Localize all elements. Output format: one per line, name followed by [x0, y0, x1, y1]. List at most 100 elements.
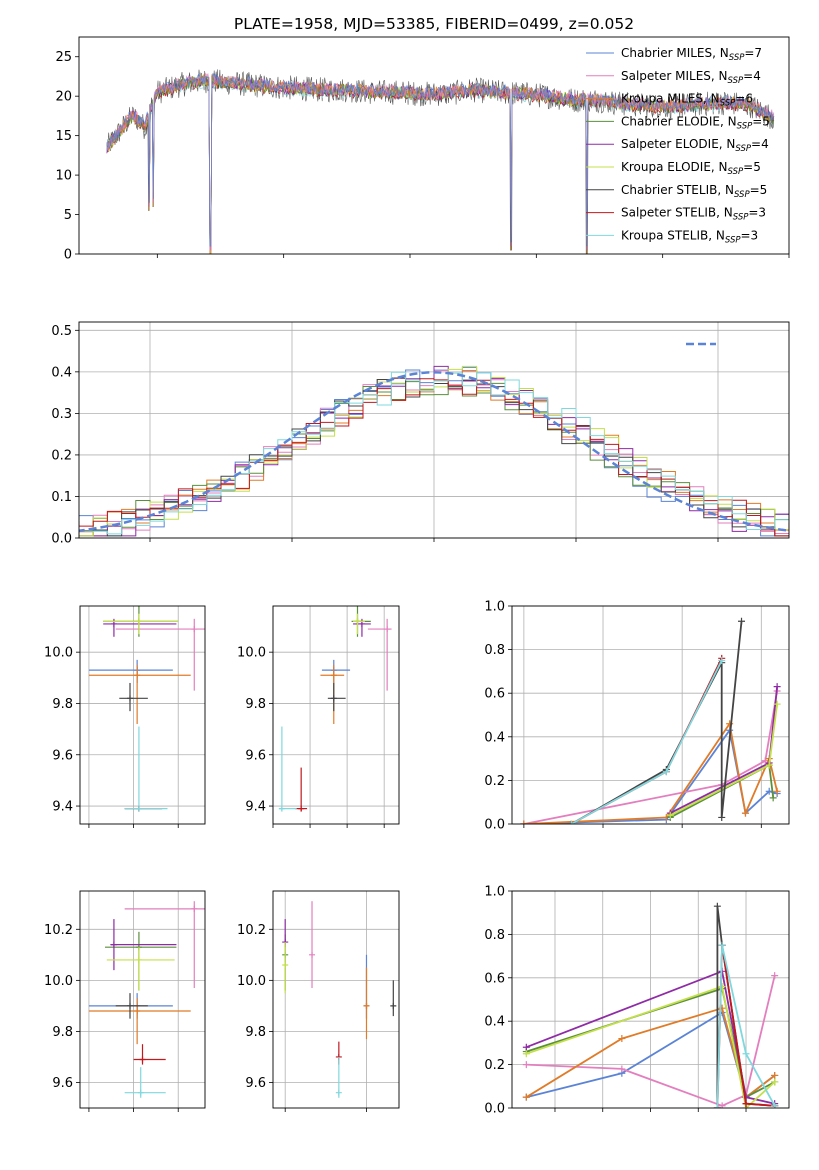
y-tick-label: 1.0 [484, 885, 505, 900]
weight-point-marker [718, 657, 726, 664]
y-tick-label: 0.4 [484, 730, 505, 745]
y-tick-label: 10.2 [237, 923, 266, 938]
weight-point-marker [718, 982, 726, 990]
y-tick-label: 9.6 [52, 1076, 73, 1091]
weight-point-marker [771, 972, 779, 980]
legend-count: =4 [743, 69, 761, 83]
legend-count: =5 [752, 114, 770, 128]
y-tick-label: 9.8 [245, 1025, 266, 1040]
weight-point-marker [718, 813, 726, 821]
errorbars [88, 901, 205, 1098]
y-tick-label: 9.8 [52, 1025, 73, 1040]
age-mass-panel: 9.4 9.6 9.8 10.0 [237, 605, 400, 828]
normal-curve [79, 371, 789, 532]
y-tick-label: 0.8 [484, 643, 505, 658]
legend-subscript: SSP [729, 53, 745, 63]
y-tick-label: 9.4 [52, 800, 73, 815]
legend-count: =7 [744, 46, 762, 60]
weight-point-marker [741, 809, 749, 817]
y-tick-label: 25 [55, 50, 72, 65]
weight-point-marker [713, 902, 721, 910]
data-point-marker [191, 905, 198, 912]
legend-label: Kroupa STELIB, NSSP=3 [621, 228, 758, 245]
weight-point-marker [771, 1078, 779, 1086]
y-tick-label: 10.0 [237, 974, 266, 989]
legend-text: Salpeter MILES, N [621, 69, 728, 83]
data-point-marker [135, 805, 142, 812]
weight-series-line [523, 721, 778, 824]
data-point-marker [127, 1002, 133, 1009]
legend-label: Kroupa MILES, NSSP=6 [621, 92, 753, 109]
weight-point-marker [522, 1061, 530, 1069]
figure-title: PLATE=1958, MJD=53385, FIBERID=0499, z=0… [234, 15, 634, 33]
data-point-marker [135, 618, 142, 625]
legend-subscript: SSP [720, 99, 736, 109]
legend-label: Chabrier ELODIE, NSSP=5 [621, 114, 770, 131]
legend-text: Chabrier STELIB, N [621, 183, 734, 197]
legend-label: Chabrier MILES, NSSP=7 [621, 46, 762, 63]
axes-frame [511, 605, 790, 825]
data-point-marker [139, 1056, 146, 1063]
errorbars [278, 606, 392, 812]
data-point-marker [390, 1002, 397, 1009]
y-tick-label: 0.8 [484, 928, 505, 943]
weight-point-marker [773, 683, 781, 691]
legend-subscript: SSP [733, 213, 749, 223]
weight-point-marker [666, 811, 674, 819]
weight-point-marker [567, 820, 575, 824]
weight-series-line [523, 690, 778, 824]
axes-frame [79, 605, 206, 825]
weight-point-marker [520, 820, 528, 824]
y-tick-label: 9.6 [245, 1076, 266, 1091]
legend-label: Chabrier STELIB, NSSP=5 [621, 183, 767, 200]
weight-point-marker [771, 1071, 779, 1079]
y-tick-label: 9.4 [245, 800, 266, 815]
data-point-marker [110, 941, 117, 948]
axes-frame [78, 321, 790, 539]
weight-point-marker [738, 617, 746, 625]
weight-lines [520, 617, 781, 824]
legend-label: Salpeter ELODIE, NSSP=4 [621, 137, 769, 154]
legend-count: =4 [751, 137, 769, 151]
spectrum-lines [106, 69, 775, 254]
axes-frame [511, 890, 790, 1109]
y-tick-label: 10.0 [44, 646, 73, 661]
legend-subscript: SSP [735, 144, 751, 154]
legend-count: =5 [743, 160, 761, 174]
residuals-panel: 0.0 0.1 0.2 0.3 0.4 0.5 [51, 321, 790, 547]
data-point-marker [330, 672, 337, 679]
data-point-marker [309, 951, 316, 958]
axes-frame [78, 36, 790, 255]
weight-metallicity-panel: 0.0 0.2 0.4 0.6 0.8 1.0 [484, 885, 790, 1117]
model-fit-line [106, 72, 775, 247]
data-point-marker [384, 626, 391, 633]
data-point-marker [298, 805, 305, 812]
legend-label: Salpeter MILES, NSSP=4 [621, 69, 761, 86]
weight-point-marker [522, 1093, 530, 1101]
legend-label: Salpeter STELIB, NSSP=3 [621, 206, 766, 223]
weight-series-line [716, 945, 776, 1108]
data-point-marker [134, 672, 141, 679]
weight-point-marker [773, 787, 781, 795]
y-tick-label: 0.6 [484, 971, 505, 986]
y-tick-label: 9.6 [52, 748, 73, 763]
legend-count: =3 [741, 228, 759, 242]
y-tick-label: 0.0 [484, 1102, 505, 1117]
mass-metallicity-panel: 9.6 9.8 10.0 10.2 [44, 890, 206, 1112]
legend-text: Chabrier ELODIE, N [621, 114, 737, 128]
legend-text: Chabrier MILES, N [621, 46, 729, 60]
mass-extinction-panel: 9.6 9.8 10.0 10.2 [237, 890, 400, 1112]
y-tick-label: 10.2 [44, 923, 73, 938]
weight-point-marker [662, 768, 670, 776]
weight-point-marker [742, 1100, 750, 1108]
y-tick-label: 5 [64, 208, 72, 223]
weight-point-marker [522, 1050, 530, 1058]
legend-subscript: SSP [737, 121, 753, 131]
y-tick-label: 0.6 [484, 687, 505, 702]
weight-point-marker [773, 700, 781, 708]
data-point-marker [135, 956, 142, 963]
y-tick-label: 10.0 [44, 974, 73, 989]
data-point-marker [330, 695, 337, 702]
legend-text: Kroupa ELODIE, N [621, 160, 728, 174]
